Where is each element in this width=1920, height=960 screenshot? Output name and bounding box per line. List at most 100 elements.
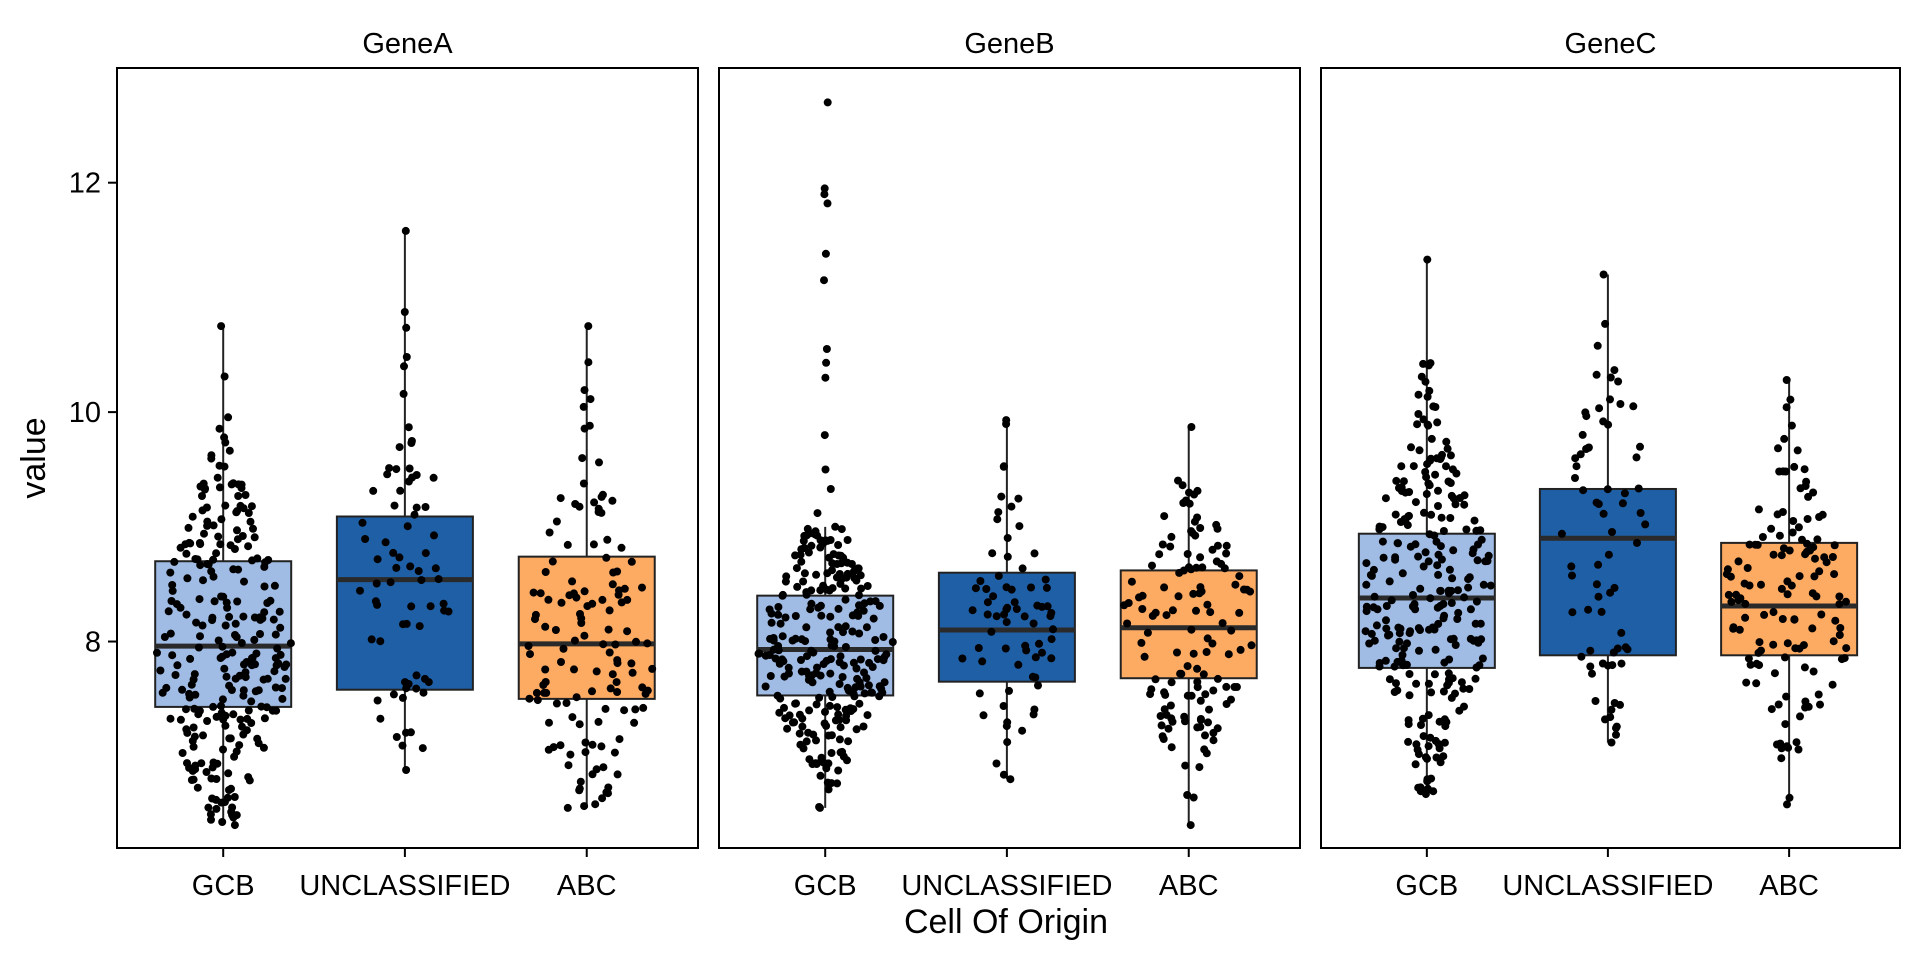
data-point — [1431, 645, 1440, 654]
data-point — [982, 585, 991, 593]
data-point — [1430, 670, 1439, 679]
data-point — [249, 524, 257, 533]
data-point — [1568, 571, 1576, 580]
data-point — [609, 568, 618, 577]
data-point — [1192, 606, 1200, 615]
data-point — [1006, 775, 1015, 784]
data-point — [599, 763, 608, 772]
data-point — [580, 802, 589, 811]
data-point — [220, 798, 229, 807]
data-point — [1424, 557, 1433, 566]
data-point — [404, 423, 413, 432]
data-point — [833, 703, 842, 712]
data-point — [1729, 624, 1738, 633]
data-point — [1426, 454, 1435, 463]
data-point — [1224, 650, 1233, 659]
data-point — [1817, 610, 1826, 619]
data-point — [189, 742, 198, 751]
data-point — [865, 658, 874, 667]
data-point — [803, 652, 811, 661]
data-point — [260, 714, 269, 723]
data-point — [1423, 392, 1432, 401]
data-point — [1486, 581, 1495, 590]
data-point — [1030, 549, 1039, 558]
data-point — [595, 458, 603, 467]
data-point — [1014, 494, 1023, 503]
data-point — [983, 610, 992, 619]
data-point — [1432, 537, 1441, 546]
data-point — [604, 783, 613, 792]
data-point — [820, 431, 829, 440]
box-gcb: GCB — [754, 98, 897, 902]
data-point — [1381, 656, 1390, 665]
data-point — [1003, 738, 1012, 747]
data-point — [1179, 499, 1188, 507]
data-point — [275, 607, 284, 616]
data-point — [824, 785, 833, 794]
data-point — [838, 673, 847, 681]
data-point — [208, 794, 217, 803]
data-point — [1796, 484, 1805, 493]
data-point — [233, 535, 242, 544]
data-point — [875, 692, 884, 701]
data-point — [1809, 667, 1818, 676]
data-point — [1828, 553, 1837, 561]
data-point — [1477, 535, 1486, 544]
data-point — [1196, 524, 1205, 532]
data-point — [802, 590, 811, 599]
data-point — [1201, 690, 1210, 699]
data-point — [1186, 821, 1195, 830]
data-point — [251, 660, 259, 669]
data-point — [783, 724, 792, 733]
data-point — [788, 718, 797, 727]
data-point — [1390, 662, 1399, 671]
data-point — [1427, 688, 1436, 697]
data-point — [848, 627, 857, 636]
data-point — [812, 700, 821, 709]
data-point — [209, 702, 218, 711]
data-point — [1741, 613, 1750, 622]
data-point — [1751, 540, 1760, 549]
data-point — [1047, 609, 1056, 617]
data-point — [1426, 594, 1435, 603]
data-point — [1000, 610, 1009, 619]
data-point — [802, 623, 811, 632]
data-point — [805, 755, 814, 764]
data-point — [247, 502, 256, 511]
data-point — [1393, 686, 1402, 695]
data-point — [1167, 532, 1176, 541]
data-point — [1460, 702, 1468, 711]
data-point — [1411, 540, 1420, 549]
data-point — [627, 659, 636, 668]
data-point — [1742, 678, 1751, 687]
data-point — [598, 794, 607, 803]
data-point — [591, 800, 600, 809]
x-tick-label: GCB — [1395, 870, 1458, 902]
data-point — [592, 667, 601, 676]
data-point — [798, 714, 807, 723]
data-point — [834, 766, 843, 775]
data-point — [988, 549, 997, 558]
data-point — [1407, 443, 1415, 452]
data-point — [784, 663, 793, 672]
data-point — [606, 684, 615, 693]
data-point — [1557, 529, 1566, 538]
data-point — [1424, 711, 1433, 720]
data-point — [841, 595, 850, 604]
data-point — [1243, 585, 1251, 594]
data-point — [1159, 735, 1168, 743]
data-point — [958, 654, 967, 663]
data-point — [207, 815, 215, 824]
data-point — [1457, 678, 1466, 687]
data-point — [226, 541, 235, 550]
data-point — [1166, 701, 1175, 710]
data-point — [1448, 465, 1457, 474]
data-point — [1038, 648, 1046, 657]
data-point — [1408, 602, 1417, 611]
data-point — [1015, 522, 1024, 531]
data-point — [1594, 592, 1603, 601]
data-point — [983, 598, 992, 607]
data-point — [648, 664, 657, 673]
data-point — [1608, 528, 1616, 536]
data-point — [586, 395, 595, 404]
